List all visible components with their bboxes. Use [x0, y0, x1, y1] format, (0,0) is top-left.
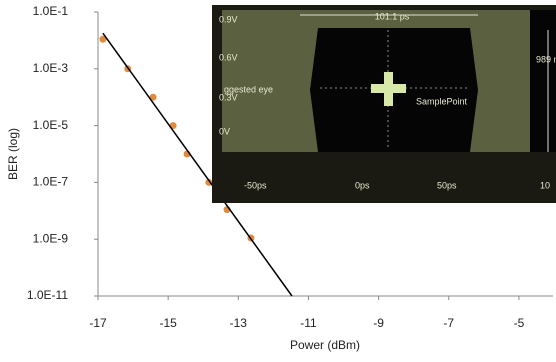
x-tick-label: -11 [300, 316, 317, 330]
x-tick-label: -15 [159, 316, 177, 330]
inset-y-label: 0V [219, 126, 230, 136]
point-label: SamplePoint [416, 96, 468, 106]
sample-point [371, 84, 406, 93]
y-tick-label: 1.0E-1 [33, 4, 69, 18]
height-label: 989 m [536, 54, 556, 64]
inset-y-label: 0.9V [219, 14, 238, 24]
x-tick-label: -13 [230, 316, 248, 330]
width-label: 101.1 ps [375, 11, 410, 21]
x-tick-label: -17 [89, 316, 107, 330]
x-tick-label: -9 [373, 316, 384, 330]
y-tick-label: 1.0E-3 [33, 61, 69, 75]
eye-right [530, 10, 556, 152]
inset-x-label: -50ps [244, 180, 267, 190]
y-tick-label: 1.0E-9 [33, 231, 69, 245]
inset-x-label: 50ps [437, 180, 457, 190]
y-tick-label: 1.0E-7 [33, 175, 69, 189]
y-tick-label: 1.0E-5 [33, 118, 69, 132]
y-axis-label: BER (log) [6, 128, 20, 180]
chart: BER (log) Power (dBm) 1.0E-11 1.0E-9 1.0E-… [0, 0, 556, 357]
x-tick-label: -7 [443, 316, 454, 330]
inset-x-label: 0ps [355, 180, 370, 190]
x-axis-label: Power (dBm) [290, 338, 360, 352]
eye-label: ggested eye [224, 84, 273, 94]
inset: 0.9V 0.6V 0.3V 0V -50ps 0ps 50ps 10 101.… [212, 5, 556, 203]
y-tick-label: 1.0E-11 [27, 288, 68, 302]
x-tick-label: -5 [514, 316, 525, 330]
inset-y-label: 0.6V [219, 52, 238, 62]
inset-x-label: 10 [540, 180, 550, 190]
